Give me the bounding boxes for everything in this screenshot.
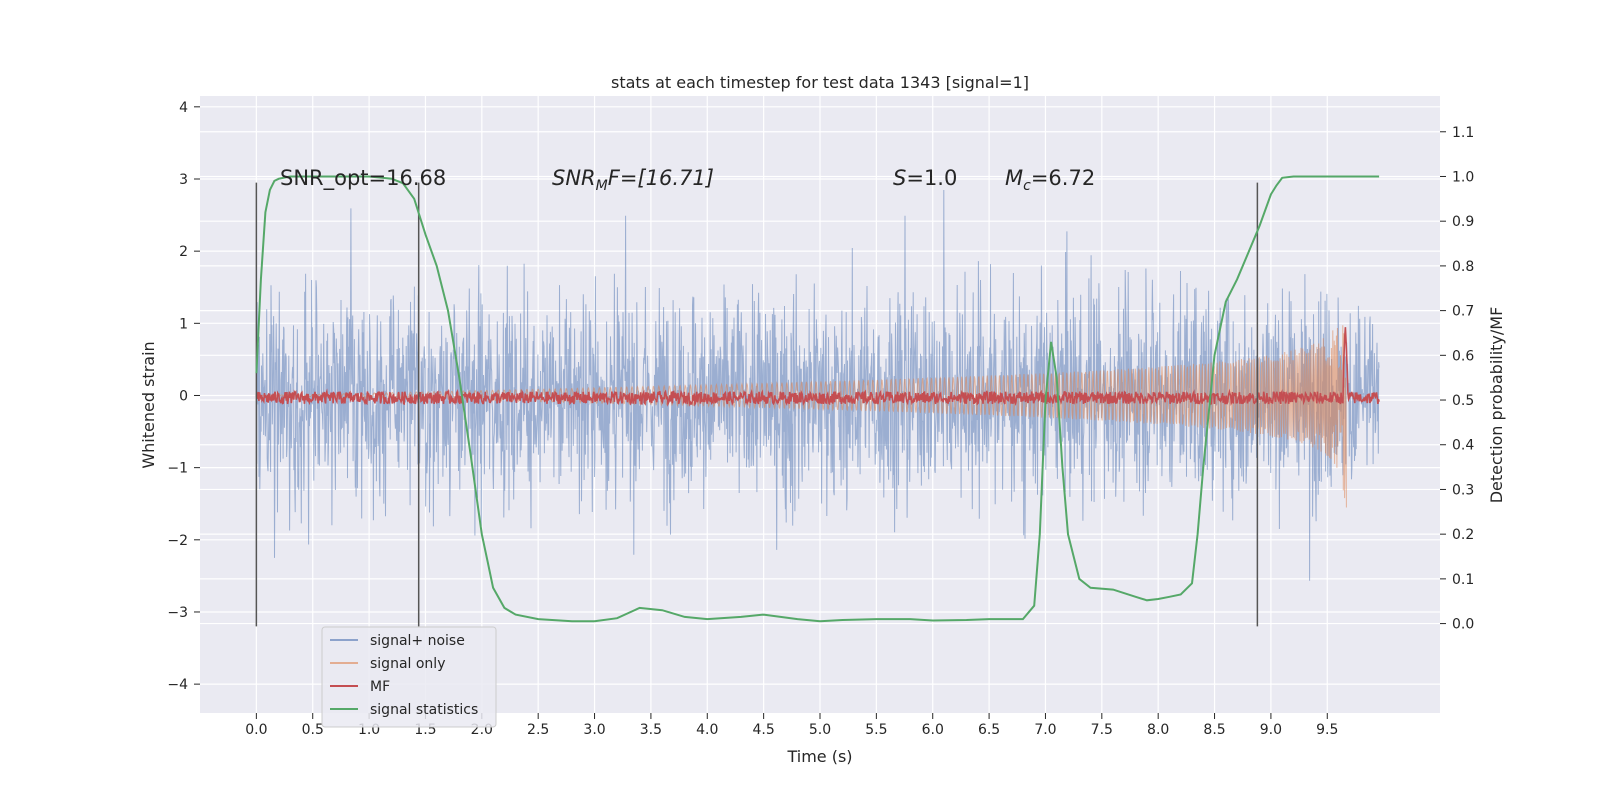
legend: signal+ noise signal only MF signal stat… bbox=[321, 626, 497, 728]
annotation-mc: Mc=6.72 bbox=[1005, 166, 1095, 194]
y-right-tick-label: 0.1 bbox=[1452, 572, 1474, 588]
x-tick-label: 0.0 bbox=[245, 722, 267, 738]
x-tick-label: 8.5 bbox=[1203, 722, 1225, 738]
y-right-tick-label: 0.4 bbox=[1452, 438, 1474, 454]
x-tick-label: 6.5 bbox=[978, 722, 1000, 738]
y-left-tick-label: −1 bbox=[167, 461, 188, 477]
legend-label-signal-noise: signal+ noise bbox=[370, 633, 465, 649]
x-tick-label: 3.0 bbox=[583, 722, 605, 738]
y-left-tick-label: 3 bbox=[179, 172, 188, 188]
mf-line bbox=[255, 327, 1380, 407]
y-left-tick-label: 2 bbox=[179, 244, 188, 260]
legend-label-mf: MF bbox=[370, 679, 390, 695]
x-tick-label: 9.5 bbox=[1316, 722, 1338, 738]
legend-label-signal-statistics: signal statistics bbox=[370, 702, 478, 718]
x-tick-label: 2.5 bbox=[527, 722, 549, 738]
x-tick-label: 3.5 bbox=[640, 722, 662, 738]
y-right-tick-label: 0.9 bbox=[1452, 214, 1474, 230]
x-tick-label: 6.0 bbox=[922, 722, 944, 738]
x-tick-label: 9.0 bbox=[1260, 722, 1282, 738]
y-left-tick-label: 4 bbox=[179, 100, 188, 116]
y-left-tick-label: 0 bbox=[179, 388, 188, 404]
x-ticks: 0.0 0.5 1.0 1.5 2.0 2.5 3.0 3.5 4.0 4.5 5.0 5.5 6.0 6… bbox=[245, 713, 1338, 738]
legend-label-signal-only: signal only bbox=[370, 656, 445, 672]
x-tick-label: 4.0 bbox=[696, 722, 718, 738]
x-tick-label: 8.0 bbox=[1147, 722, 1169, 738]
x-tick-label: 7.5 bbox=[1091, 722, 1113, 738]
y-left-tick-label: −3 bbox=[167, 605, 188, 621]
y-right-tick-label: 0.6 bbox=[1452, 348, 1474, 364]
y-left-ticks: 4 3 2 1 0 −1 −2 −3 −4 bbox=[167, 100, 200, 693]
mf-series bbox=[255, 327, 1380, 407]
y-right-tick-label: 0.5 bbox=[1452, 393, 1474, 409]
y-left-tick-label: −4 bbox=[167, 677, 188, 693]
signal-statistics-series bbox=[255, 175, 1380, 623]
y-right-tick-label: 0.7 bbox=[1452, 304, 1474, 320]
y-right-tick-label: 1.0 bbox=[1452, 169, 1474, 185]
y-right-tick-label: 0.3 bbox=[1452, 482, 1474, 498]
chart-title: stats at each timestep for test data 134… bbox=[611, 73, 1029, 92]
y-right-tick-label: 0.0 bbox=[1452, 617, 1474, 633]
x-axis-label: Time (s) bbox=[786, 747, 852, 766]
legend-box bbox=[321, 626, 497, 728]
x-tick-label: 4.5 bbox=[753, 722, 775, 738]
annotation-snr-opt: SNR_opt=16.68 bbox=[280, 166, 446, 191]
signal-statistics-line bbox=[255, 175, 1380, 623]
y-left-tick-label: 1 bbox=[179, 316, 188, 332]
y-left-axis-label: Whitened strain bbox=[139, 341, 158, 468]
vertical-markers bbox=[255, 182, 1259, 627]
y-left-tick-label: −2 bbox=[167, 533, 188, 549]
y-right-tick-label: 0.8 bbox=[1452, 259, 1474, 275]
annotation-s: S=1.0 bbox=[893, 166, 957, 190]
y-right-tick-label: 1.1 bbox=[1452, 125, 1474, 141]
y-right-tick-label: 0.2 bbox=[1452, 527, 1474, 543]
x-tick-label: 0.5 bbox=[302, 722, 324, 738]
x-tick-label: 5.0 bbox=[809, 722, 831, 738]
x-tick-label: 5.5 bbox=[865, 722, 887, 738]
x-tick-label: 7.0 bbox=[1034, 722, 1056, 738]
y-right-axis-label: Detection probability/MF bbox=[1487, 307, 1506, 504]
annotation-snr-mf: SNRMF=[16.71] bbox=[552, 166, 714, 194]
y-right-ticks: 1.1 1.0 0.9 0.8 0.7 0.6 0.5 0.4 0.3 0.2 0.1 0.0 bbox=[1440, 125, 1474, 633]
